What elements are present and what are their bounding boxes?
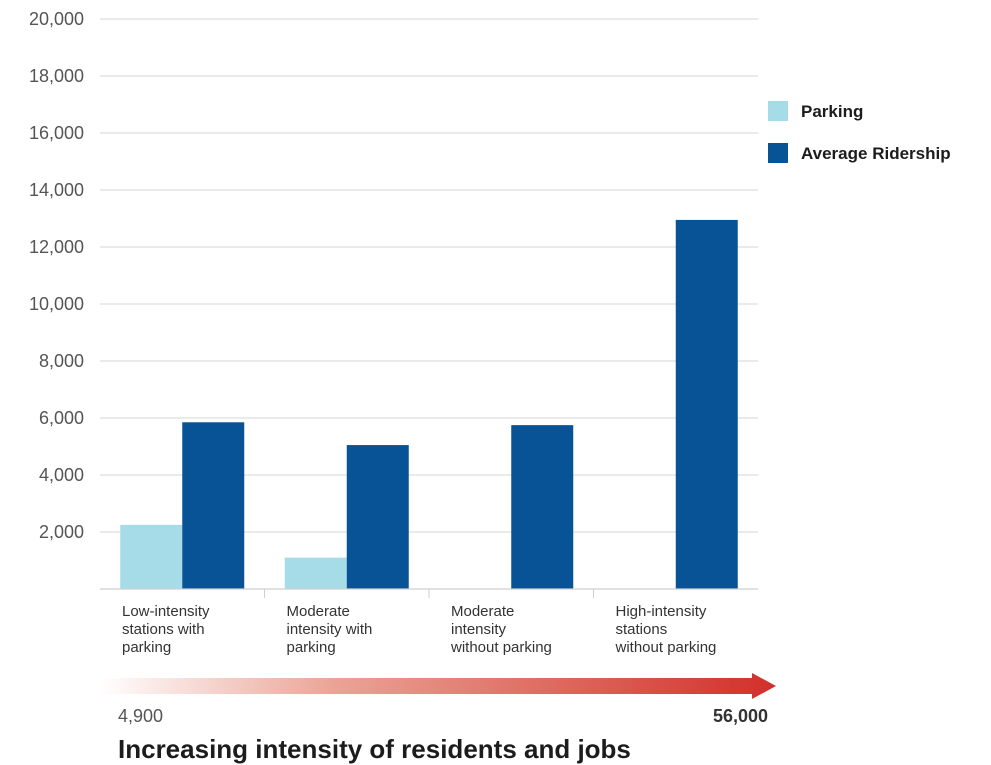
category-label-line: parking bbox=[122, 639, 171, 656]
category-label-line: Moderate bbox=[287, 603, 350, 620]
ridership-bar bbox=[511, 425, 574, 589]
x-axis-title: Increasing intensity of residents and jo… bbox=[118, 734, 631, 764]
legend: Parking Average Ridership bbox=[768, 101, 951, 163]
intensity-end-label: 56,000 bbox=[713, 706, 768, 726]
legend-label: Average Ridership bbox=[801, 144, 951, 163]
bars bbox=[120, 219, 738, 590]
category-label-line: High-intensity bbox=[616, 603, 707, 620]
category-labels: Low-intensity stations with parkingModerat… bbox=[122, 589, 716, 656]
y-tick-label: 20,000 bbox=[29, 9, 84, 29]
parking-bar bbox=[120, 524, 183, 589]
parking-bar bbox=[284, 557, 347, 589]
legend-swatch bbox=[768, 143, 788, 163]
y-tick-label: 12,000 bbox=[29, 237, 84, 257]
y-axis-ticks: 2,000 4,000 6,000 8,000 10,000 12,000 14,000 16… bbox=[29, 9, 84, 542]
y-tick-label: 18,000 bbox=[29, 66, 84, 86]
category-label-line: Low-intensity bbox=[122, 603, 210, 620]
category-label-line: stations with bbox=[122, 621, 205, 638]
y-tick-label: 14,000 bbox=[29, 180, 84, 200]
y-tick-label: 10,000 bbox=[29, 294, 84, 314]
category-label-line: intensity bbox=[451, 621, 507, 638]
legend-swatch bbox=[768, 101, 788, 121]
ridership-bar bbox=[346, 445, 409, 589]
category-label: High-intensity stations without parking bbox=[615, 603, 717, 656]
category-label-line: stations bbox=[616, 621, 668, 638]
category-label-line: Moderate bbox=[451, 603, 514, 620]
y-tick-label: 4,000 bbox=[39, 465, 84, 485]
y-tick-label: 8,000 bbox=[39, 351, 84, 371]
y-tick-label: 2,000 bbox=[39, 522, 84, 542]
category-label: Moderate intensity with parking bbox=[287, 603, 373, 656]
category-label: Low-intensity stations with parking bbox=[122, 603, 210, 656]
y-tick-label: 6,000 bbox=[39, 408, 84, 428]
category-label-line: without parking bbox=[615, 639, 717, 656]
category-label: Moderate intensity without parking bbox=[450, 603, 552, 656]
intensity-start-label: 4,900 bbox=[118, 706, 163, 726]
ridership-bar bbox=[675, 219, 738, 590]
y-tick-label: 16,000 bbox=[29, 123, 84, 143]
legend-label: Parking bbox=[801, 102, 863, 121]
category-label-line: intensity with bbox=[287, 621, 373, 638]
category-label-line: parking bbox=[287, 639, 336, 656]
intensity-arrow bbox=[100, 673, 776, 699]
ridership-bar bbox=[182, 422, 245, 589]
category-label-line: without parking bbox=[450, 639, 552, 656]
